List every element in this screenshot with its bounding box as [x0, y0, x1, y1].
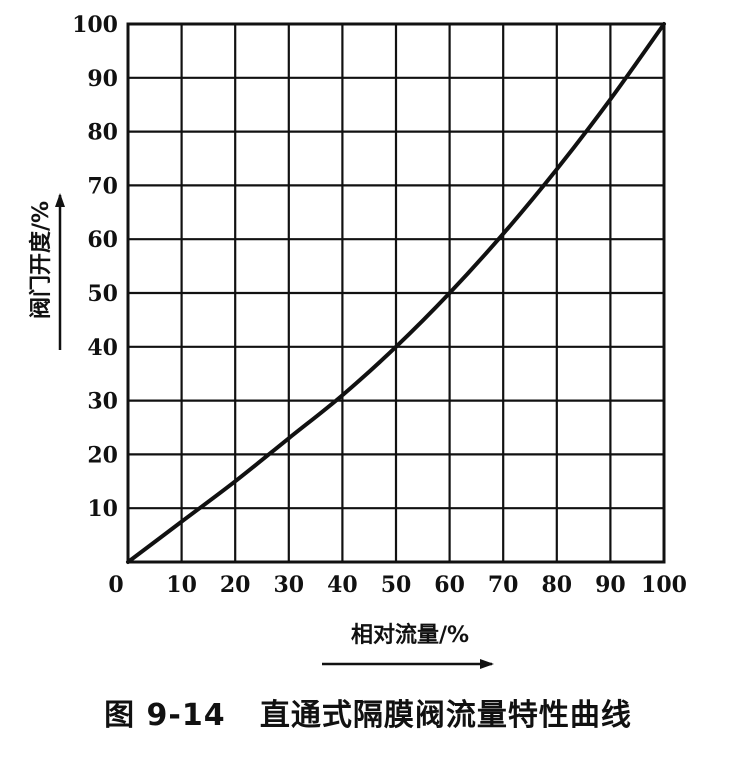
- figure-caption: 图 9-14 直通式隔膜阀流量特性曲线: [104, 698, 632, 733]
- chart: 0 10 20 30 40 50 60 70 80 90 100 10 20 30 40 50 60 70 80 9…: [28, 12, 687, 669]
- y-tick-label: 10: [87, 496, 118, 522]
- x-tick-label: 10: [166, 572, 197, 598]
- y-tick-label: 100: [72, 12, 118, 38]
- y-tick-label: 50: [87, 281, 118, 307]
- x-tick-labels: 0 10 20 30 40 50 60 70 80 90 100: [108, 572, 687, 598]
- x-tick-label: 20: [220, 572, 251, 598]
- x-tick-label: 90: [595, 572, 626, 598]
- y-tick-label: 60: [87, 227, 118, 253]
- y-tick-labels: 10 20 30 40 50 60 70 80 90 100: [72, 12, 118, 522]
- x-tick-label: 80: [541, 572, 572, 598]
- grid: [128, 24, 664, 562]
- x-tick-label: 70: [488, 572, 519, 598]
- x-tick-label: 40: [327, 572, 358, 598]
- x-tick-label: 60: [434, 572, 465, 598]
- y-tick-label: 30: [87, 389, 118, 415]
- y-tick-label: 20: [87, 442, 118, 468]
- x-tick-label: 30: [273, 572, 304, 598]
- y-tick-label: 70: [87, 173, 118, 199]
- x-tick-label: 50: [381, 572, 412, 598]
- x-tick-label: 100: [641, 572, 687, 598]
- series-group: [126, 22, 666, 564]
- series-line: [126, 22, 666, 564]
- x-axis-label: 相对流量/%: [351, 622, 469, 648]
- y-tick-label: 80: [87, 120, 118, 146]
- y-tick-label: 40: [87, 335, 118, 361]
- y-tick-label: 90: [87, 66, 118, 92]
- y-axis-label: 阀门开度/%: [28, 201, 54, 319]
- x-tick-label: 0: [108, 572, 123, 598]
- plot-frame: [126, 22, 666, 564]
